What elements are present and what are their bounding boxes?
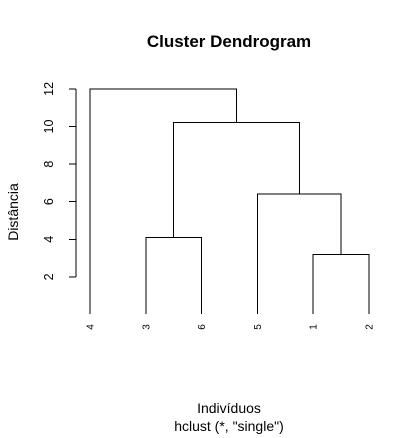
x-axis-label: Indivíduos [197, 400, 261, 416]
merge-branch [312, 253, 370, 314]
merge-branch [145, 236, 203, 314]
leaf-label: 5 [253, 324, 264, 330]
y-tick-label: 12 [42, 82, 56, 96]
merge-branch [89, 88, 237, 314]
y-axis-label: Distância [5, 183, 21, 241]
leaf-label: 1 [309, 324, 320, 330]
leaf-label: 2 [365, 324, 376, 330]
y-tick-label: 6 [42, 198, 56, 205]
leaf-labels: 4 3 6 5 1 2 [86, 324, 376, 330]
y-tick-label: 2 [42, 273, 56, 280]
leaf-label: 4 [86, 324, 97, 330]
merge-branch [173, 122, 300, 238]
dendrogram-tree [89, 88, 370, 314]
leaf-label: 3 [141, 324, 152, 330]
y-axis: 2 4 6 8 10 12 [42, 82, 77, 280]
chart-title: Cluster Dendrogram [147, 32, 311, 51]
leaf-label: 6 [197, 324, 208, 330]
y-tick-label: 4 [42, 236, 56, 243]
y-tick-label: 8 [42, 161, 56, 168]
y-tick-label: 10 [42, 120, 56, 134]
method-sublabel: hclust (*, "single") [174, 418, 284, 434]
